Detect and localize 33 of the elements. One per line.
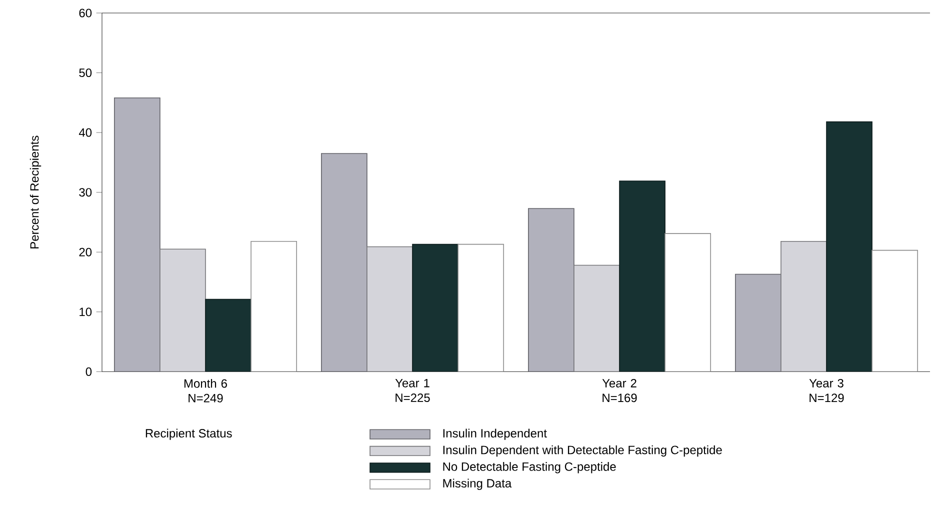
- x-tick-label: Year 3 N=129: [809, 379, 844, 402]
- bar: [664, 233, 711, 372]
- y-tick-label: 50: [79, 68, 92, 78]
- bar: [205, 299, 252, 372]
- legend-label: Insulin Independent: [443, 428, 547, 440]
- bar: [735, 274, 782, 372]
- y-tick-label: 30: [79, 188, 92, 197]
- bar: [826, 122, 872, 372]
- bar: [321, 153, 368, 372]
- bar: [458, 244, 504, 372]
- bar: [366, 246, 413, 372]
- bar: [114, 98, 160, 372]
- y-tick-label: 20: [79, 248, 92, 257]
- legend-label: Missing Data: [443, 478, 512, 490]
- bar: [160, 248, 206, 372]
- bar: [619, 180, 666, 372]
- y-tick-label: 10: [80, 308, 92, 316]
- y-axis-title: Percent of Recipients: [30, 136, 42, 249]
- bar: [528, 208, 574, 372]
- y-tick-label: 0: [86, 368, 92, 376]
- y-tick-label: 60: [79, 8, 92, 18]
- legend-label: Insulin Dependent with Detectable Fasting C-peptide: [443, 446, 722, 457]
- x-tick-label: Month 6 N=249: [184, 379, 227, 403]
- bar: [574, 265, 620, 372]
- x-tick-label: Year 2 N=169: [602, 379, 637, 402]
- legend-title: Recipient Status: [146, 428, 232, 440]
- y-tick-label: 40: [78, 128, 92, 137]
- bar: [250, 241, 297, 372]
- x-tick-label: Year 1 N=225: [395, 379, 430, 402]
- bar: [780, 241, 827, 372]
- legend-label: No Detectable Fasting C-peptide: [443, 462, 616, 474]
- bar: [872, 250, 918, 372]
- bar: [412, 244, 458, 372]
